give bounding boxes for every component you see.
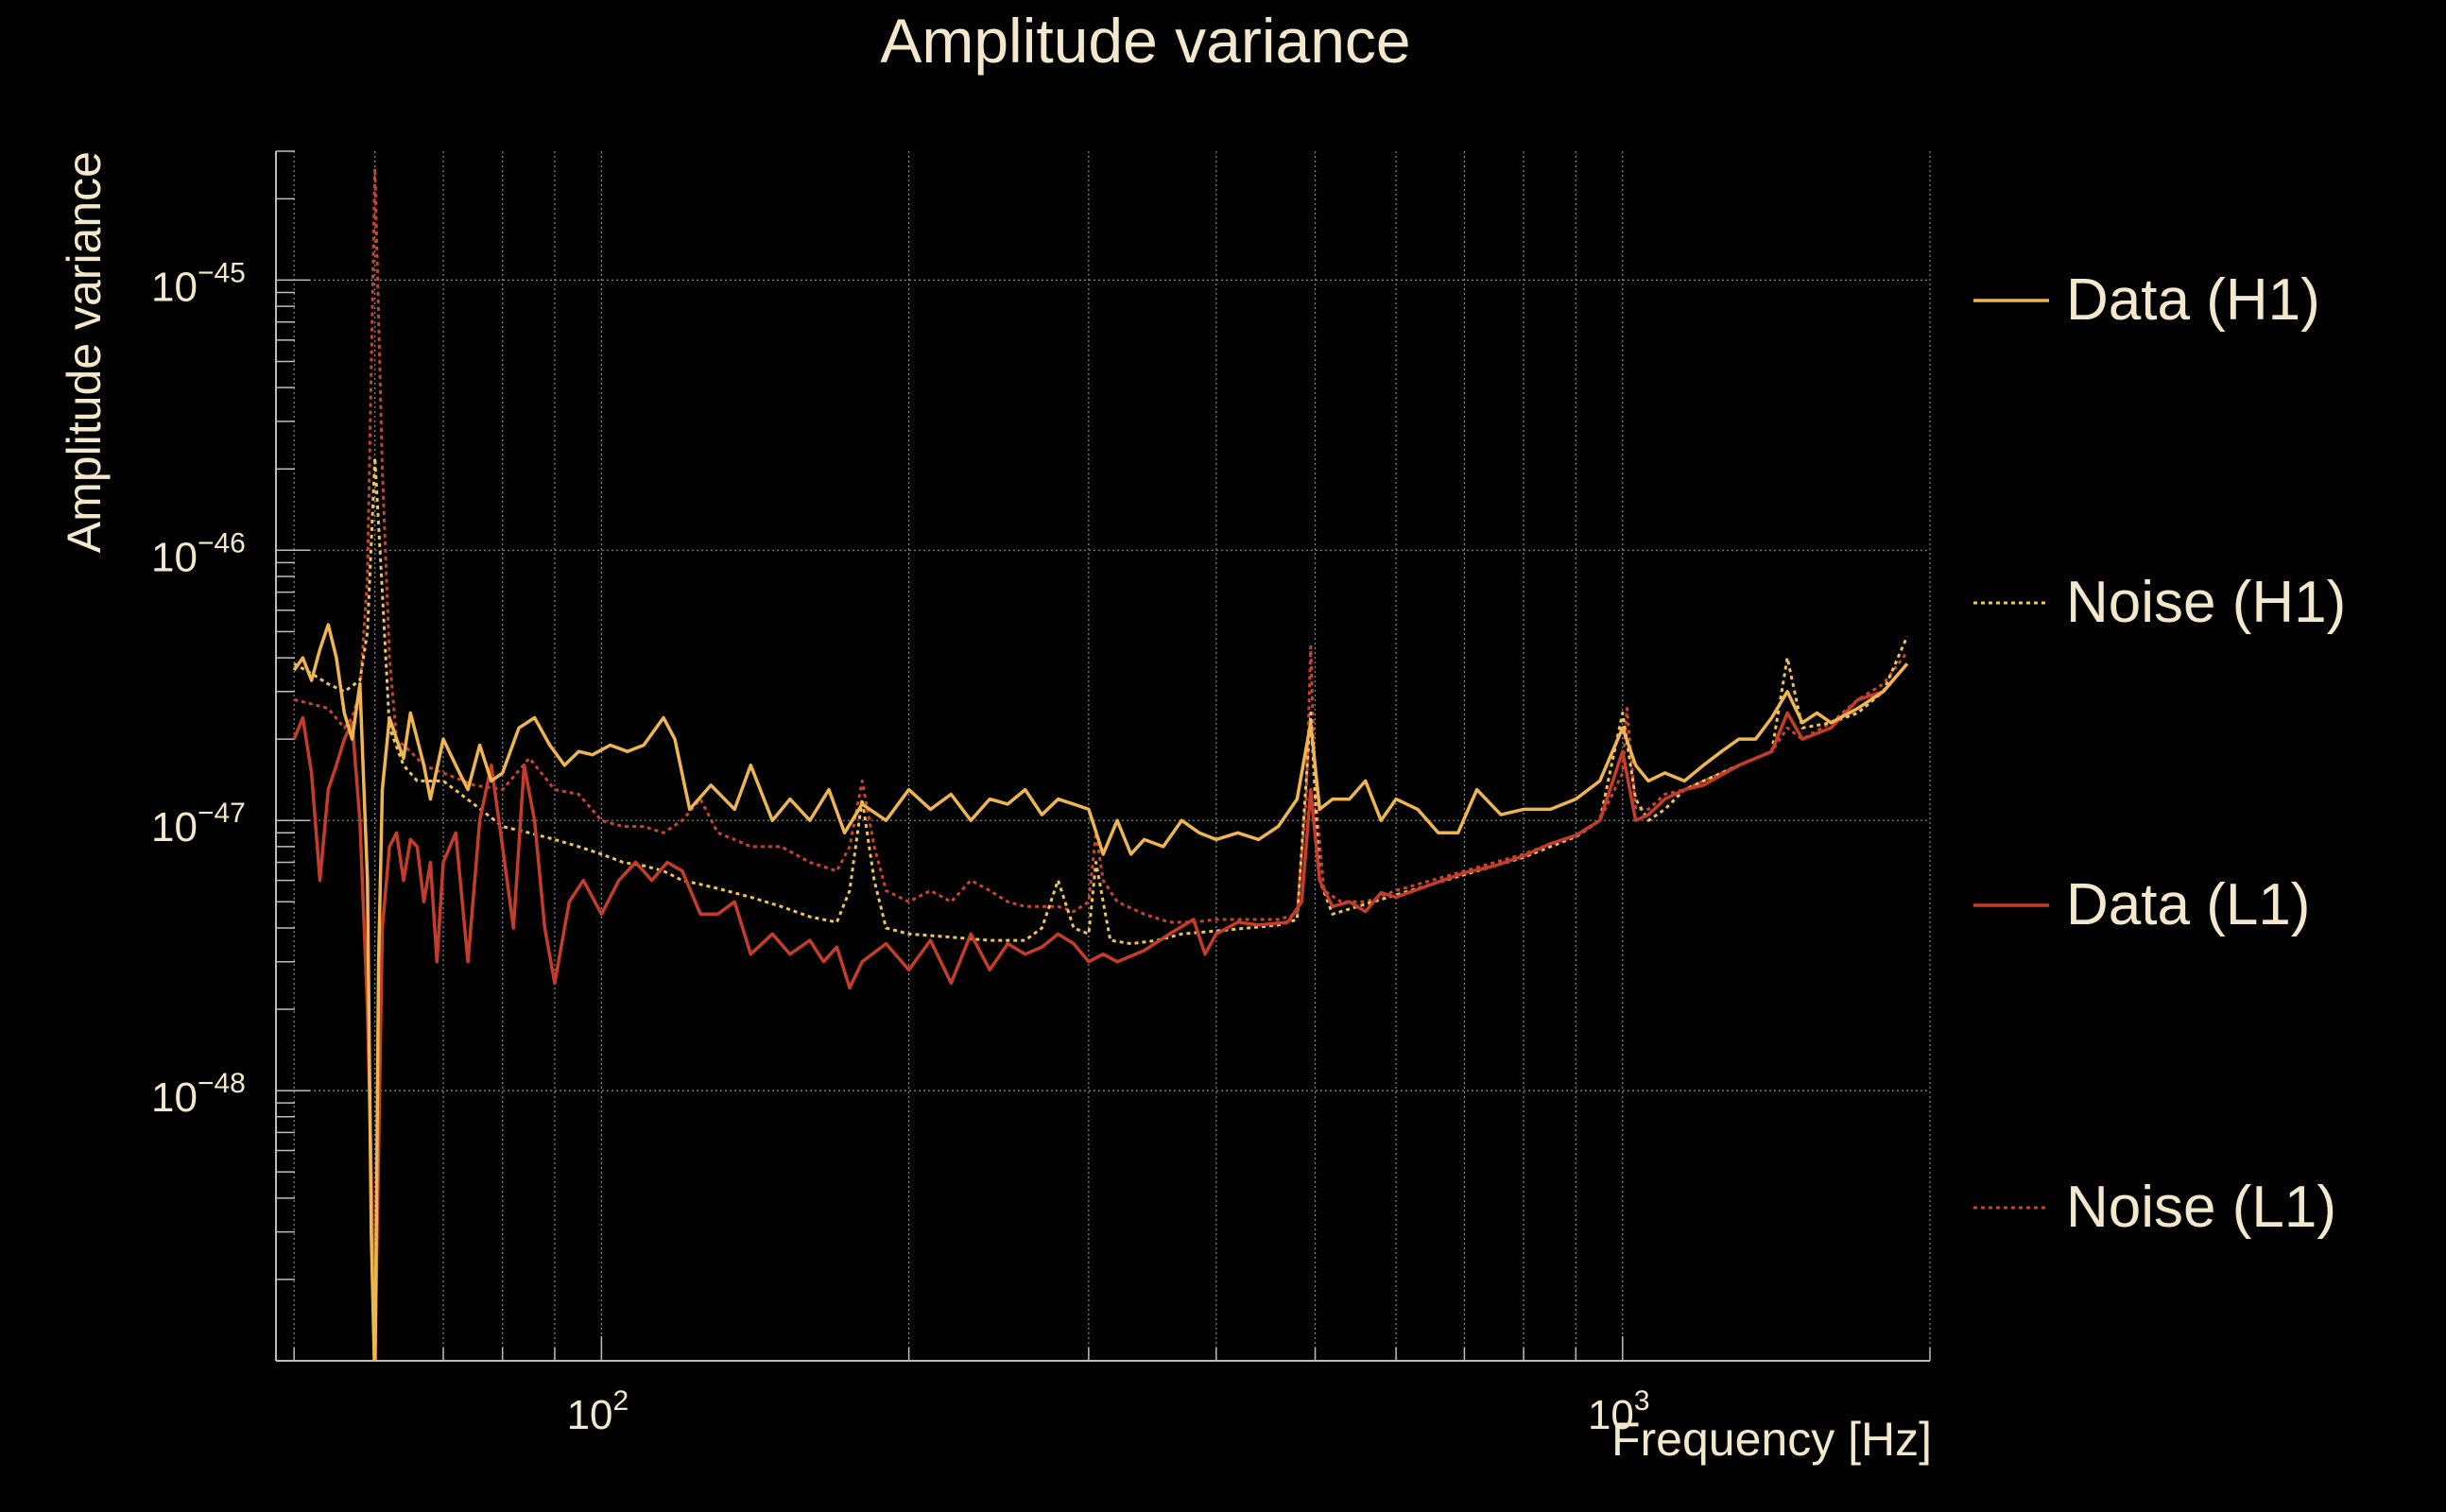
legend: Data (H1) Noise (H1) Data (L1) Noise (L1) [1973, 267, 2346, 1240]
y-tick-label-exponent: −45 [198, 257, 246, 288]
series-line-data-h1 [292, 623, 1909, 1361]
chart-title: Amplitude variance [880, 6, 1410, 76]
y-axis-label: Amplitude variance [58, 151, 111, 553]
x-tick-label-exponent: 2 [613, 1385, 629, 1417]
y-tick-label: 10−46 [151, 527, 246, 580]
legend-label: Noise (H1) [2066, 570, 2346, 635]
x-tick-label-base: 10 [1588, 1392, 1634, 1438]
legend-label: Data (H1) [2066, 267, 2320, 333]
y-tick-label: 10−47 [151, 798, 246, 850]
y-tick-label-exponent: −46 [198, 527, 246, 558]
x-axis-label: Frequency [Hz] [1611, 1413, 1932, 1466]
y-tick-label-base: 10 [151, 264, 198, 310]
x-tick-label-exponent: 3 [1634, 1385, 1650, 1417]
axes [275, 150, 1931, 1362]
series-line-data-l1 [292, 662, 1909, 1361]
x-tick-label: 102 [567, 1385, 629, 1438]
x-tick-label-base: 10 [567, 1392, 613, 1438]
y-tick-label-exponent: −47 [198, 798, 246, 829]
y-tick-label: 10−48 [151, 1068, 246, 1121]
x-tick-label: 103 [1588, 1385, 1650, 1438]
y-tick-label-base: 10 [151, 804, 198, 850]
legend-label: Data (L1) [2066, 872, 2310, 937]
series-lines [292, 166, 1909, 1361]
y-tick-label-exponent: −48 [198, 1068, 246, 1099]
y-tick-label: 10−45 [151, 257, 246, 310]
y-tick-label-base: 10 [151, 534, 198, 580]
y-tick-label-base: 10 [151, 1074, 198, 1121]
legend-label: Noise (L1) [2066, 1175, 2336, 1240]
